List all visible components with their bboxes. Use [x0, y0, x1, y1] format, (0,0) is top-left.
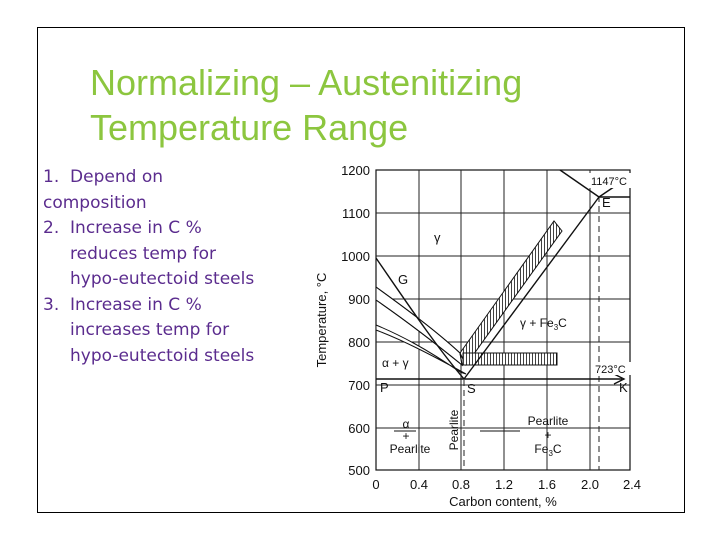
region-alpha: α	[403, 417, 410, 431]
y-tick: 600	[348, 421, 370, 436]
y-axis-label: Temperature, °C	[314, 273, 329, 368]
x-tick: 0	[372, 477, 379, 492]
title-line-2: Temperature Range	[90, 107, 409, 148]
bullet-item-1: 1. Depend on composition	[43, 165, 283, 216]
region-fe3c: Fe3C	[534, 442, 561, 458]
liquidus-line	[559, 169, 600, 198]
region-gamma: γ	[434, 230, 441, 245]
point-p: P	[380, 380, 389, 395]
dashed-lines	[463, 196, 600, 470]
k-arrow-icon	[613, 373, 626, 385]
bullet-number: 2.	[43, 218, 60, 238]
bullet-text: reduces temp for	[70, 243, 216, 264]
point-k: K	[619, 380, 628, 395]
y-tick: 700	[348, 378, 370, 393]
bullet-text: composition	[43, 192, 147, 213]
x-tick: 1.6	[538, 477, 556, 492]
eutectoid-temp: 723°C	[595, 364, 626, 376]
bullet-number: 3.	[43, 294, 60, 315]
region-labels: γ α + γ γ + Fe3C α + Pearlite Pearlite P…	[382, 230, 569, 458]
slide-title: Normalizing – Austenitizing Temperature …	[90, 60, 650, 150]
y-tick: 1000	[341, 249, 370, 264]
bullet-text: Increase in C %	[70, 218, 202, 238]
point-e: E	[602, 195, 611, 210]
bullet-number: 1.	[43, 167, 60, 187]
region-pearlite-left: Pearlite	[390, 442, 431, 456]
bullet-text: Increase in C %	[70, 294, 202, 315]
eutectic-temp: 1147°C	[591, 176, 627, 188]
eutectic-temp-box	[589, 173, 633, 188]
x-tick: 1.2	[495, 477, 513, 492]
bullet-text: increases temp for	[70, 320, 230, 340]
phase-diagram: 1200 1100 1000 900 800 700 600 500 0 0.4…	[314, 163, 641, 509]
a3-line	[375, 257, 465, 380]
y-tick: 1200	[341, 163, 370, 178]
bullet-text: hypo-eutectoid steels	[70, 345, 255, 366]
bullet-text: hypo-eutectoid steels	[70, 269, 255, 289]
region-pearlite-right: Pearlite	[528, 414, 569, 428]
bullet-item-3: 3. Increase in C % increases temp for hy…	[43, 293, 283, 370]
point-g: G	[398, 272, 408, 287]
phase-boundaries	[375, 169, 631, 380]
region-pearlite-vertical: Pearlite	[447, 409, 461, 450]
x-tick: 2.4	[623, 477, 641, 492]
region-plus-left: +	[402, 429, 409, 443]
point-s: S	[467, 381, 476, 396]
hatched-bands	[375, 220, 563, 375]
band-lower	[375, 324, 467, 375]
y-tick: 800	[348, 335, 370, 350]
bullet-text: Depend on	[70, 167, 163, 187]
band-eutectoid	[462, 352, 558, 366]
bullet-item-2: 2. Increase in C % reduces temp for hypo…	[43, 216, 283, 293]
region-gamma-fe3c: γ + Fe3C	[520, 316, 567, 332]
x-tick: 0.4	[410, 477, 428, 492]
eutectoid-temp-box	[593, 362, 633, 375]
region-alpha-gamma: α + γ	[382, 356, 409, 370]
region-plus-right: +	[544, 428, 551, 442]
x-tick: 2.0	[581, 477, 599, 492]
y-tick: 500	[348, 463, 370, 478]
title-line-1: Normalizing – Austenitizing	[90, 62, 523, 103]
bullet-list: 1. Depend on composition 2. Increase in …	[43, 165, 283, 369]
acm-line	[463, 196, 600, 380]
y-tick-labels: 1200 1100 1000 900 800 700 600 500	[341, 163, 370, 478]
x-tick-labels: 0 0.4 0.8 1.2 1.6 2.0 2.4	[372, 477, 641, 492]
point-labels: G E S P K	[380, 195, 628, 396]
y-tick: 1100	[342, 206, 370, 221]
y-tick: 900	[348, 292, 370, 307]
x-tick: 0.8	[452, 477, 470, 492]
x-axis-label: Carbon content, %	[449, 494, 557, 509]
